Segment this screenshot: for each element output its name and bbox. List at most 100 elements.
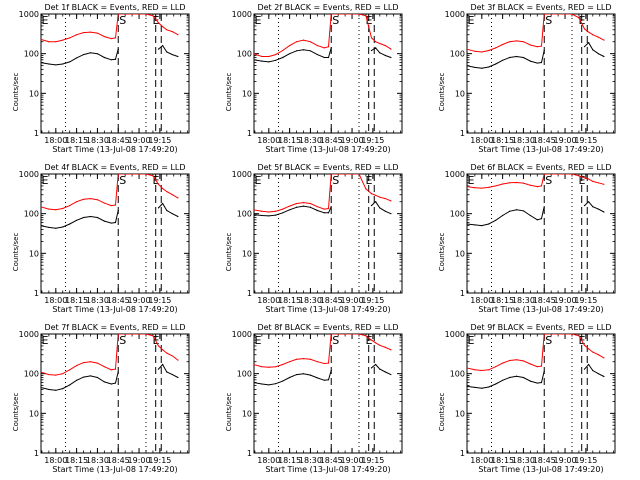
panel-title: Det 2f BLACK = Events, RED = LLD <box>257 3 398 12</box>
series-point <box>474 66 476 69</box>
event-marker: S <box>545 14 552 27</box>
x-tick-label: 18:15 <box>491 456 514 465</box>
plot-frame <box>466 13 616 134</box>
lld-series-line <box>254 334 392 368</box>
y-tick-label: 10 <box>29 409 39 418</box>
x-tick-label: 18:45 <box>107 296 130 305</box>
series-point <box>583 28 586 30</box>
y-axis-label: Counts/sec <box>438 73 446 112</box>
series-point <box>162 202 164 205</box>
event-marker: E <box>366 174 373 187</box>
x-tick-label: 19:00 <box>341 456 364 465</box>
series-point <box>390 213 392 215</box>
series-point <box>289 44 291 47</box>
series-point <box>330 206 332 208</box>
event-marker: E <box>579 14 586 27</box>
x-tick-label: 19:15 <box>574 296 597 305</box>
y-tick-label: 10 <box>242 89 252 98</box>
series-point <box>89 31 92 33</box>
series-point <box>488 223 490 225</box>
series-point <box>592 351 594 353</box>
series-point <box>157 183 160 185</box>
series-point <box>114 368 117 370</box>
series-point <box>515 55 518 58</box>
series-point <box>62 226 64 228</box>
series-point <box>103 366 105 368</box>
series-point <box>162 349 164 351</box>
event-marker: E <box>255 334 262 347</box>
y-tick-label: 1000 <box>19 10 39 19</box>
series-point <box>96 32 99 34</box>
series-point <box>583 46 586 48</box>
series-point <box>571 174 573 175</box>
series-point <box>62 63 64 65</box>
y-axis-label: Counts/sec <box>225 73 233 112</box>
y-tick-label: 10 <box>29 89 39 98</box>
x-tick-label: 18:45 <box>533 136 556 145</box>
series-point <box>268 384 270 386</box>
series-point <box>384 210 386 212</box>
series-point <box>166 29 168 31</box>
x-tick-label: 19:15 <box>148 136 171 145</box>
series-point <box>481 67 483 69</box>
series-point <box>302 357 305 360</box>
series-point <box>515 40 518 42</box>
series-point <box>536 62 538 64</box>
series-point <box>540 365 543 367</box>
series-point <box>467 186 468 188</box>
series-point <box>145 334 147 335</box>
x-tick-label: 18:30 <box>299 296 322 305</box>
series-point <box>603 183 605 185</box>
events-series-line <box>467 363 605 389</box>
series-point <box>502 379 504 381</box>
series-point <box>481 225 483 227</box>
series-point <box>358 334 360 335</box>
x-tick-label: 18:30 <box>512 296 535 305</box>
panel-title: Det 6f BLACK = Events, RED = LLD <box>470 163 611 172</box>
x-axis-label: Start Time (13-Jul-08 17:49:20) <box>52 305 177 314</box>
series-point <box>295 358 298 360</box>
series-point <box>588 178 590 180</box>
series-point <box>543 334 545 335</box>
x-axis-label: Start Time (13-Jul-08 17:49:20) <box>265 465 390 474</box>
series-point <box>592 49 594 51</box>
event-marker: E <box>366 334 373 347</box>
series-point <box>467 385 468 387</box>
series-point <box>103 381 105 383</box>
series-point <box>522 360 525 362</box>
series-point <box>515 181 518 184</box>
series-point <box>543 174 545 175</box>
series-point <box>597 373 599 375</box>
y-tick-label: 100 <box>24 370 39 379</box>
series-point <box>571 334 573 335</box>
y-tick-label: 1 <box>34 129 39 138</box>
series-point <box>171 373 173 376</box>
event-marker: S <box>119 174 126 187</box>
series-point <box>384 371 386 373</box>
series-point <box>495 366 497 368</box>
x-tick-label: 18:30 <box>86 296 109 305</box>
series-point <box>323 47 325 49</box>
series-point <box>76 364 78 367</box>
y-tick-label: 1 <box>34 289 39 298</box>
series-point <box>578 335 580 337</box>
series-point <box>508 359 511 362</box>
series-point <box>474 50 476 52</box>
series-point <box>55 64 57 66</box>
series-point <box>309 202 312 205</box>
event-marker: S <box>545 174 552 187</box>
panel-title: Det 3f BLACK = Events, RED = LLD <box>470 3 611 12</box>
series-point <box>323 56 325 59</box>
series-point <box>603 375 605 378</box>
series-point <box>96 216 99 219</box>
series-point <box>254 59 255 61</box>
series-point <box>603 211 605 213</box>
detector-panel: Det 9f BLACK = Events, RED = LLD 1 10 100 10… <box>438 323 616 474</box>
event-marker: E <box>42 14 49 27</box>
series-point <box>103 35 105 38</box>
series-point <box>529 214 531 217</box>
series-point <box>117 209 119 212</box>
series-point <box>261 60 263 62</box>
series-point <box>495 63 497 65</box>
series-point <box>177 359 179 361</box>
